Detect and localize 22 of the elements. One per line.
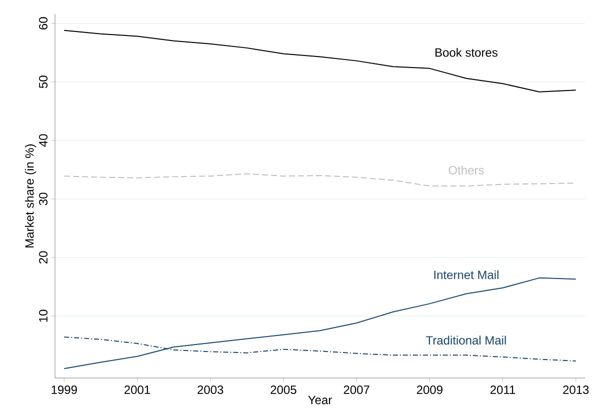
y-tick-label: 60 (38, 17, 48, 30)
x-tick-label: 2011 (490, 386, 516, 394)
x-tick-label: 2009 (416, 386, 442, 394)
x-tick-label: 2001 (124, 386, 150, 394)
x-tick-label: 1999 (52, 386, 77, 394)
x-tick-label: 2003 (198, 386, 224, 394)
y-tick-label: 40 (38, 134, 48, 147)
x-tick-label: 2007 (344, 386, 370, 394)
x-axis-title: Year (308, 396, 332, 404)
y-tick-label: 50 (38, 76, 48, 88)
y-tick-label: 10 (38, 310, 48, 322)
series-label: Book stores (436, 48, 498, 57)
line-series (64, 173, 576, 187)
x-tick-label: 2005 (270, 386, 296, 394)
series-label: Traditional Mail (426, 336, 506, 345)
y-tick-label: 20 (38, 251, 48, 264)
y-axis-title: Market share (in %) (24, 144, 36, 248)
y-tick-label: 30 (38, 192, 48, 206)
series-label: Others (448, 166, 484, 174)
x-tick-label: 2013 (563, 386, 589, 394)
series-label: Internet Mail (434, 270, 498, 280)
line-series (64, 30, 576, 92)
